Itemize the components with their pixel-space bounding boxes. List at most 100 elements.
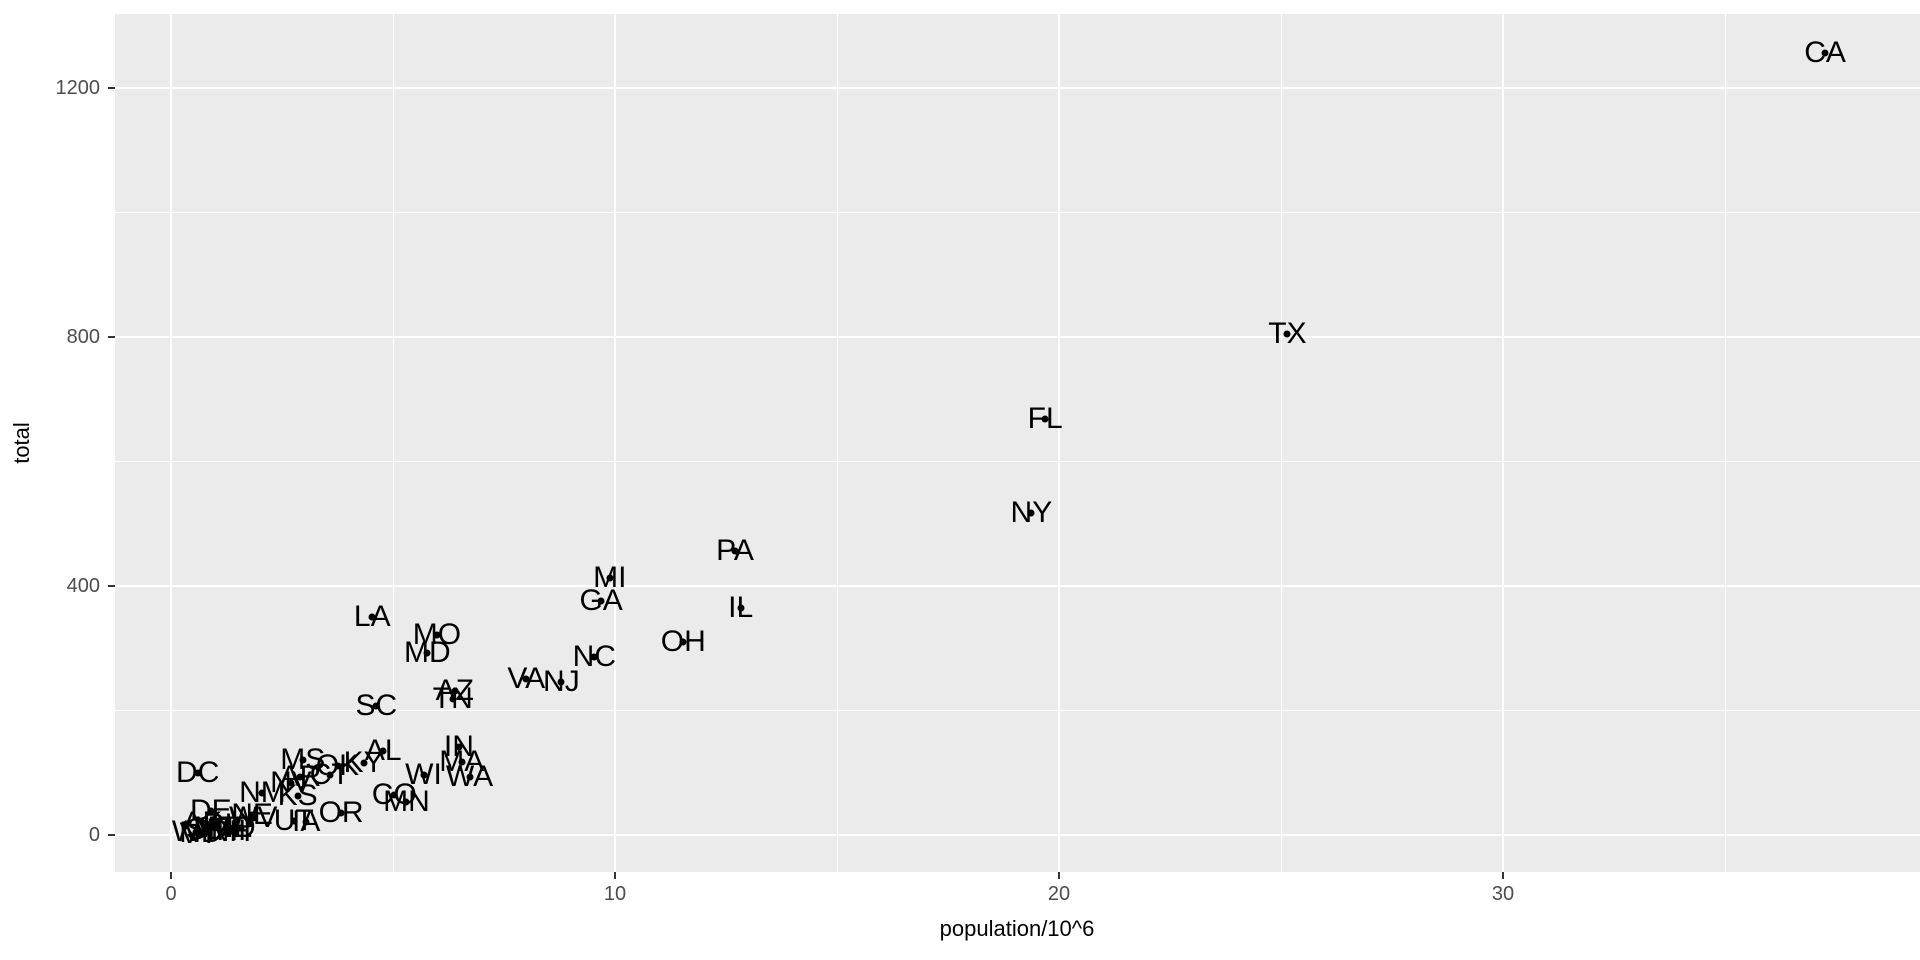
state-label-PA: PA <box>716 533 754 567</box>
state-label-TX: TX <box>1268 316 1307 350</box>
state-label-MD: MD <box>404 635 451 669</box>
minor-gridline-y-200 <box>115 710 1920 711</box>
state-label-TN: TN <box>432 681 473 715</box>
data-point-ID <box>237 824 245 832</box>
state-label-KY: KY <box>343 745 384 779</box>
state-label-NJ: NJ <box>543 664 580 698</box>
state-label-CO: CO <box>371 777 417 811</box>
state-label-WY: WY <box>171 814 221 848</box>
state-label-WV: WV <box>229 801 278 835</box>
major-gridline-x-30 <box>1502 14 1504 872</box>
state-label-VT: VT <box>179 816 218 850</box>
state-label-NY: NY <box>1010 496 1053 530</box>
minor-gridline-y-600 <box>115 461 1920 462</box>
data-point-SC <box>372 702 380 710</box>
y-axis-title: total <box>9 422 34 464</box>
y-tick-label-400: 400 <box>66 575 100 597</box>
data-point-PA <box>731 547 739 555</box>
minor-gridline-x-5 <box>392 14 394 872</box>
y-tick-1200 <box>108 87 115 89</box>
data-point-TX <box>1283 330 1291 338</box>
x-tick-label-30: 30 <box>1491 883 1515 905</box>
y-tick-800 <box>108 336 115 338</box>
data-point-CA <box>1821 49 1829 57</box>
data-point-WA <box>466 773 474 781</box>
data-point-NY <box>1027 509 1035 517</box>
state-label-SD: SD <box>186 813 228 847</box>
data-point-NC <box>590 653 598 661</box>
state-label-MO: MO <box>412 618 462 652</box>
state-label-OR: OR <box>318 795 364 829</box>
major-gridline-y-0 <box>115 834 1920 836</box>
data-point-TN <box>449 695 457 703</box>
state-label-MT: MT <box>193 810 237 844</box>
state-label-GA: GA <box>579 583 623 617</box>
state-label-NE: NE <box>231 798 273 832</box>
state-label-AZ: AZ <box>435 673 474 707</box>
data-point-DE <box>207 807 215 815</box>
state-label-FL: FL <box>1027 401 1063 435</box>
x-tick-30 <box>1502 872 1504 879</box>
state-label-NV: NV <box>270 765 312 799</box>
y-tick-400 <box>108 585 115 587</box>
minor-gridline-y-1000 <box>115 212 1920 213</box>
data-point-IN <box>455 743 463 751</box>
data-point-OR <box>337 809 345 817</box>
state-label-WA: WA <box>445 760 494 794</box>
y-tick-label-0: 0 <box>88 824 100 846</box>
x-tick-label-0: 0 <box>165 883 177 905</box>
state-label-ND: ND <box>179 815 223 849</box>
data-point-MD <box>423 649 431 657</box>
state-label-OK: OK <box>315 748 360 782</box>
data-point-AR <box>296 773 304 781</box>
state-label-NM: NM <box>239 776 286 810</box>
data-point-MS <box>299 756 307 764</box>
state-label-MN: MN <box>383 785 430 818</box>
data-point-IL <box>737 604 745 612</box>
data-point-GA <box>597 597 605 605</box>
data-point-WI <box>420 771 427 779</box>
data-point-NH <box>225 828 233 836</box>
state-label-ID: ID <box>225 810 256 844</box>
data-point-SD <box>203 826 211 834</box>
data-point-KY <box>360 759 368 767</box>
data-point-AZ <box>451 687 459 695</box>
state-label-MA: MA <box>439 744 485 778</box>
state-label-SC: SC <box>355 689 398 723</box>
minor-gridline-x-35 <box>1724 14 1726 872</box>
major-gridline-x-20 <box>1058 14 1060 872</box>
data-point-MO <box>433 631 441 639</box>
state-label-NH: NH <box>207 814 252 848</box>
x-tick-label-10: 10 <box>603 883 627 905</box>
state-label-IL: IL <box>728 591 754 625</box>
data-point-CT <box>326 771 334 779</box>
state-label-AL: AL <box>364 733 402 767</box>
state-label-MI: MI <box>593 560 627 594</box>
minor-gridline-x-25 <box>1280 14 1282 872</box>
data-point-RI <box>214 821 222 829</box>
data-point-OK <box>334 762 342 770</box>
data-point-MN <box>402 798 410 806</box>
data-point-ME <box>226 824 234 832</box>
major-gridline-x-10 <box>614 14 616 872</box>
state-label-LA: LA <box>353 599 391 633</box>
major-gridline-y-1200 <box>115 87 1920 89</box>
data-point-VA <box>522 675 530 683</box>
data-point-DC <box>194 769 202 777</box>
data-point-MI <box>606 574 614 582</box>
state-label-OH: OH <box>660 625 706 659</box>
plot-panel: AL AK AZ AR CA CO CT DE DC FL GA HI ID IL IN IA KS KY LA ME… <box>115 14 1920 872</box>
minor-gridline-x-15 <box>836 14 838 872</box>
data-point-WV <box>249 814 257 822</box>
data-point-IA <box>302 818 310 826</box>
state-label-WI: WI <box>405 757 442 791</box>
data-point-NM <box>258 789 266 797</box>
data-point-LA <box>368 613 376 620</box>
data-point-NJ <box>557 678 565 686</box>
state-label-ME: ME <box>207 811 253 845</box>
data-point-CO <box>390 791 398 799</box>
state-label-IN: IN <box>443 729 474 763</box>
data-point-FL <box>1041 415 1049 423</box>
x-tick-20 <box>1058 872 1060 879</box>
